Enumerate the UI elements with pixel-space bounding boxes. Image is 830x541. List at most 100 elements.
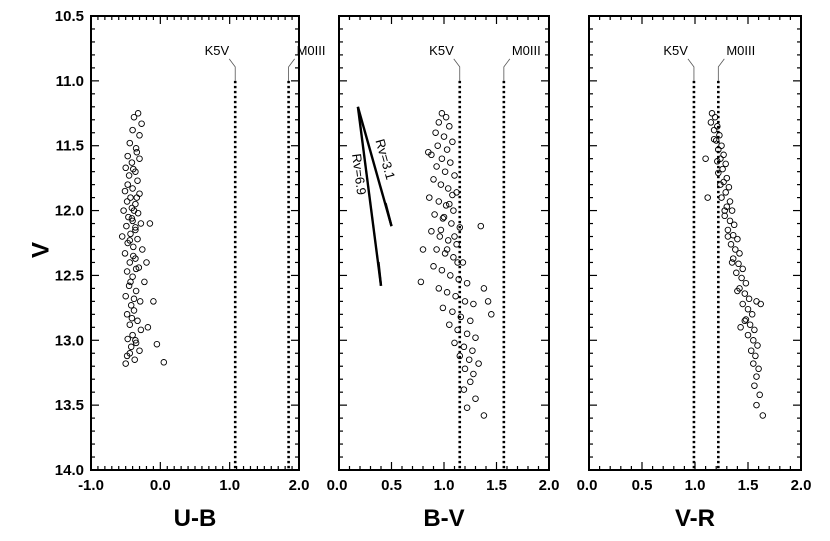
x-tick-labels: -1.0 0.0 1.0 2.0 <box>78 477 309 494</box>
data-point <box>139 246 146 253</box>
data-point <box>710 126 718 134</box>
data-point <box>444 185 452 192</box>
data-point <box>742 316 750 323</box>
data-point <box>132 145 140 152</box>
data-point <box>710 135 718 143</box>
data-point <box>127 343 135 351</box>
data-point <box>463 404 471 411</box>
data-point <box>748 311 756 318</box>
data-point <box>728 259 736 266</box>
data-point <box>451 339 458 347</box>
data-point <box>132 224 139 231</box>
y-tick-label: 12.5 <box>55 267 84 284</box>
reference-leader <box>717 58 725 81</box>
data-point <box>735 260 742 268</box>
data-point <box>128 159 136 166</box>
data-points <box>118 110 168 367</box>
data-point <box>136 298 144 305</box>
x-tick-label: 1.5 <box>486 477 507 494</box>
x-axis-label: B-V <box>423 505 464 532</box>
reference-leader <box>228 58 236 81</box>
data-points <box>702 110 767 419</box>
data-point <box>744 331 752 339</box>
data-point <box>440 133 448 140</box>
data-point <box>729 255 737 262</box>
data-point <box>454 326 461 334</box>
data-point <box>448 220 455 227</box>
reference-lines: K5V M0III <box>429 43 541 470</box>
reddening-vector-tip <box>384 202 393 227</box>
data-point <box>439 215 447 222</box>
data-point <box>160 359 168 366</box>
data-point <box>439 304 447 312</box>
data-point <box>757 300 764 308</box>
x-axis-label: U-B <box>174 505 217 532</box>
data-point <box>143 259 150 266</box>
data-point <box>744 305 752 313</box>
data-point <box>438 110 446 117</box>
data-point <box>446 200 453 208</box>
data-point <box>480 285 488 292</box>
data-point <box>733 269 740 277</box>
x-tick-label: 0.5 <box>381 477 402 494</box>
data-point <box>451 172 458 179</box>
reference-leader <box>687 58 695 81</box>
data-point <box>127 230 134 238</box>
panel-u-b: 10.5 11.0 11.5 12.0 12.5 13.0 13.5 14.0 -1.0 0.0… <box>55 8 326 532</box>
data-point <box>717 181 724 188</box>
x-tick-labels: 0.0 0.5 1.0 1.5 2.0 <box>577 477 812 494</box>
data-point <box>136 190 143 197</box>
x-tick-label: 0.0 <box>150 477 171 494</box>
data-point <box>128 314 136 322</box>
data-point <box>723 174 731 182</box>
data-point <box>441 250 449 257</box>
data-point <box>127 302 135 309</box>
data-point <box>132 287 140 295</box>
data-point <box>128 215 136 222</box>
data-point <box>121 250 129 257</box>
data-point <box>469 347 476 354</box>
data-points <box>417 110 495 419</box>
data-point <box>130 165 137 173</box>
data-point <box>130 207 138 214</box>
reference-leader <box>288 58 295 81</box>
data-point <box>430 263 437 270</box>
data-point <box>739 265 746 273</box>
reddening-vector-tip <box>377 261 383 286</box>
data-point <box>125 282 133 290</box>
data-point <box>484 298 492 305</box>
data-point <box>725 183 733 191</box>
data-point <box>730 221 738 229</box>
reference-label: M0III <box>726 43 755 58</box>
data-point <box>704 194 711 201</box>
data-point <box>126 350 134 357</box>
data-point <box>722 160 729 168</box>
y-tick-label: 13.5 <box>55 397 84 414</box>
reddening-vectors: Rv=3.1Rv=6.9 <box>349 106 398 286</box>
tick-marks <box>588 15 802 471</box>
panel-frame <box>90 15 300 471</box>
data-point <box>136 155 143 162</box>
data-point <box>434 142 441 149</box>
data-point <box>433 246 440 253</box>
data-point <box>126 237 134 244</box>
data-point <box>435 285 443 292</box>
data-point <box>130 295 138 303</box>
y-tick-label: 14.0 <box>55 462 84 479</box>
data-point <box>129 185 136 192</box>
data-point <box>123 268 131 275</box>
data-point <box>463 330 471 338</box>
data-point <box>437 181 445 188</box>
data-point <box>122 292 129 300</box>
data-point <box>134 110 142 117</box>
tick-marks <box>90 15 300 471</box>
data-point <box>132 226 139 234</box>
data-point <box>715 169 722 177</box>
y-axis-label: V <box>27 242 54 258</box>
reference-label: M0III <box>512 43 541 58</box>
x-tick-label: 2.0 <box>539 477 560 494</box>
data-point <box>759 412 767 419</box>
data-point <box>720 151 727 159</box>
y-tick-label: 12.0 <box>55 203 84 220</box>
y-tick-labels: 10.5 11.0 11.5 12.0 12.5 13.0 13.5 14.0 <box>55 8 84 479</box>
